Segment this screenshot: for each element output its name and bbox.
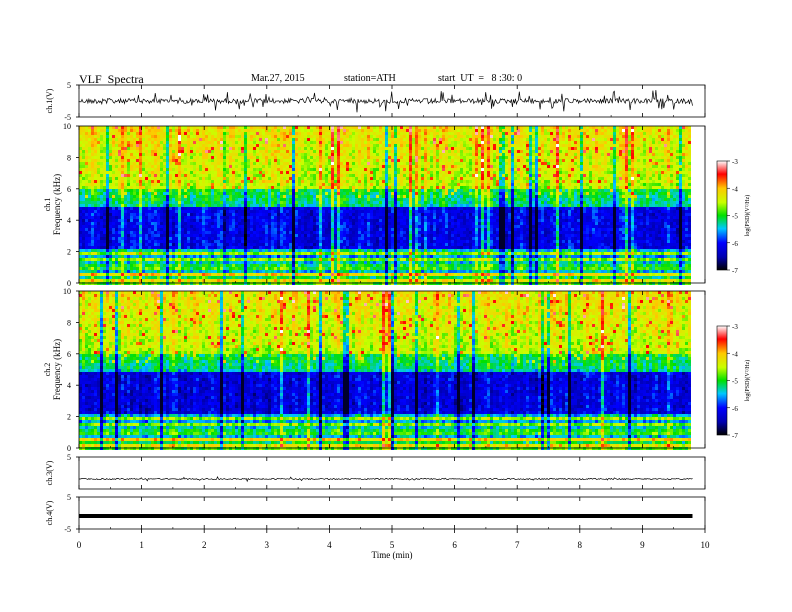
waveform-ch3 <box>79 476 693 483</box>
y-tick-label: 10 <box>63 122 71 131</box>
y-tick-label: 6 <box>67 350 71 359</box>
x-axis-label: Time (min) <box>372 550 413 560</box>
waveform-ch4 <box>79 514 693 518</box>
y-axis-label: ch.1(V) <box>45 88 54 113</box>
chart-title: VLF Spectra <box>79 72 144 87</box>
y-axis-label: ch.4(V) <box>45 500 54 525</box>
x-tick-label: 8 <box>578 540 583 550</box>
x-tick-label: 9 <box>640 540 645 550</box>
x-tick-label: 10 <box>701 540 711 550</box>
date-label: Mar.27, 2015 <box>251 73 305 84</box>
colorbar <box>716 160 728 271</box>
y-tick-label: 4 <box>67 381 71 390</box>
colorbar-tick-label: -3 <box>732 323 738 331</box>
colorbar-tick-label: -6 <box>732 240 738 248</box>
x-tick-label: 7 <box>515 540 520 550</box>
y-axis-label: Frequency (kHz) <box>52 174 62 235</box>
x-tick-label: 6 <box>452 540 457 550</box>
y-tick-label: 4 <box>67 216 71 225</box>
colorbar-tick-label: -7 <box>732 432 738 440</box>
x-tick-label: 1 <box>139 540 144 550</box>
y-axis-channel-label: ch.1 <box>43 198 52 212</box>
y-tick-label: 2 <box>67 248 71 257</box>
y-tick-label: -5 <box>64 525 71 534</box>
waveform-ch1 <box>78 90 693 113</box>
colorbar-label: log(PSD)(V²/Hz) <box>744 360 751 401</box>
y-tick-label: 10 <box>63 287 71 296</box>
spectrogram-ch1 <box>79 126 691 285</box>
y-axis-channel-label: ch.2 <box>43 363 52 377</box>
colorbar-tick-label: -7 <box>732 267 738 275</box>
x-tick-label: 5 <box>390 540 395 550</box>
start-time-label: start UT = 8 :30: 0 <box>438 73 522 84</box>
x-tick-label: 0 <box>77 540 82 550</box>
x-tick-label: 4 <box>327 540 332 550</box>
panel-frame <box>78 496 706 530</box>
panel-frame <box>78 84 706 118</box>
station-label: station=ATH <box>344 73 396 84</box>
y-tick-label: 6 <box>67 185 71 194</box>
y-axis-label: Frequency (kHz) <box>52 339 62 400</box>
y-tick-label: 2 <box>67 413 71 422</box>
y-tick-label: 5 <box>67 453 71 462</box>
y-tick-label: 8 <box>67 318 71 327</box>
y-axis-label: ch.3(V) <box>45 460 54 485</box>
x-tick-label: 2 <box>202 540 207 550</box>
x-tick-label: 3 <box>265 540 270 550</box>
colorbar-tick-label: -3 <box>732 158 738 166</box>
y-tick-label: 0 <box>67 444 71 453</box>
colorbar-tick-label: -5 <box>732 213 738 221</box>
y-tick-label: 5 <box>67 493 71 502</box>
y-tick-label: 8 <box>67 153 71 162</box>
colorbar-label: log(PSD)(V²/Hz) <box>744 195 751 236</box>
y-tick-label: 0 <box>67 279 71 288</box>
colorbar-tick-label: -6 <box>732 405 738 413</box>
panel-frame <box>78 456 706 490</box>
spectrogram-ch2 <box>79 291 691 450</box>
y-tick-label: 5 <box>67 81 71 90</box>
y-tick-label: -5 <box>64 113 71 122</box>
colorbar-tick-label: -4 <box>732 350 738 358</box>
colorbar-tick-label: -5 <box>732 378 738 386</box>
colorbar <box>716 325 728 436</box>
colorbar-tick-label: -4 <box>732 185 738 193</box>
